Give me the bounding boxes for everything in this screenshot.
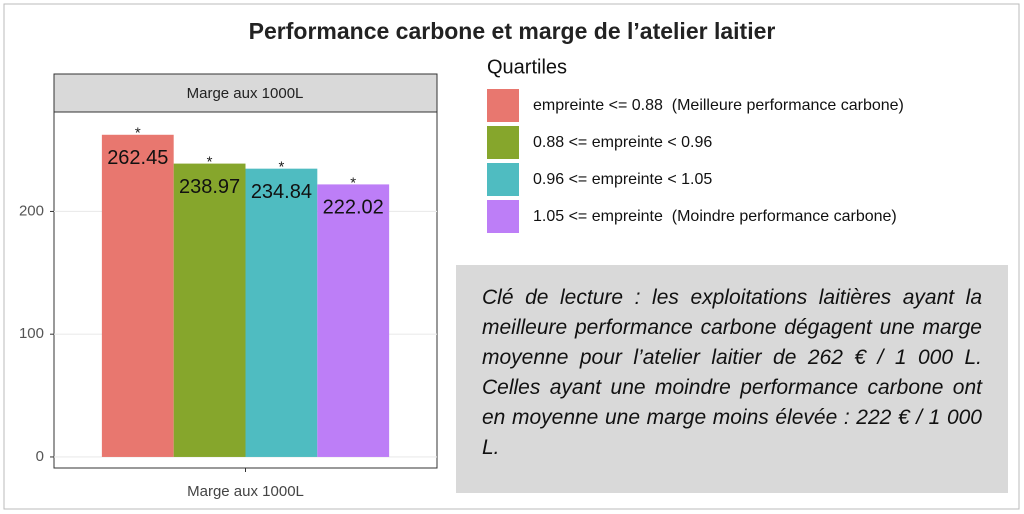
legend-title: Quartiles — [487, 56, 567, 78]
legend-key — [487, 200, 519, 233]
reading-note: Clé de lecture : les exploitations laiti… — [456, 265, 1008, 493]
bar — [317, 184, 390, 457]
legend-label: 0.88 <= empreinte < 0.96 — [533, 134, 712, 151]
y-tick-label: 0 — [36, 448, 44, 465]
chart-title: Performance carbone et marge de l’atelie… — [249, 18, 776, 44]
y-tick-label: 100 — [19, 325, 44, 342]
significance-star: * — [350, 174, 356, 191]
y-tick-label: 200 — [19, 202, 44, 219]
facet-strip — [53, 73, 438, 113]
value-label: 262.45 — [107, 147, 168, 169]
legend-label: empreinte <= 0.88 (Meilleure performance… — [533, 97, 904, 114]
x-tick-label: Marge aux 1000L — [187, 483, 304, 500]
significance-star: * — [135, 125, 141, 142]
legend-label: 0.96 <= empreinte < 1.05 — [533, 171, 712, 188]
significance-star: * — [278, 159, 284, 176]
facet-label: Marge aux 1000L — [187, 85, 304, 102]
legend-key — [487, 89, 519, 122]
significance-star: * — [207, 154, 213, 171]
legend-label: 1.05 <= empreinte (Moindre performance c… — [533, 208, 897, 225]
legend-key — [487, 126, 519, 159]
value-label: 234.84 — [251, 181, 312, 203]
bar — [173, 163, 246, 457]
bar — [245, 168, 318, 457]
value-label: 238.97 — [179, 176, 240, 198]
value-label: 222.02 — [323, 197, 384, 219]
frame — [3, 3, 1020, 510]
bar — [101, 134, 174, 457]
legend-key — [487, 163, 519, 196]
